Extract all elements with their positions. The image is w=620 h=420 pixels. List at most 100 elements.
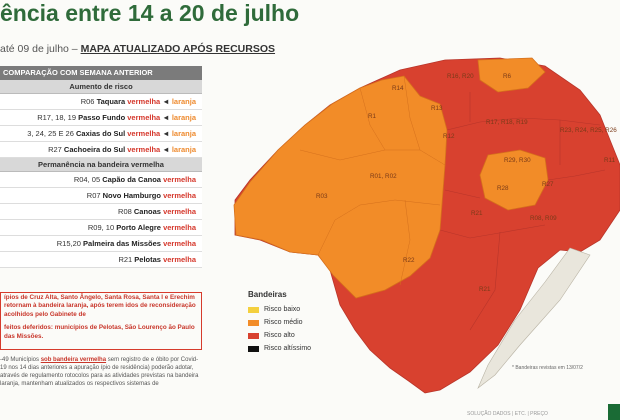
map-legend: Bandeiras Risco baixo Risco médio Risco al… bbox=[248, 290, 311, 355]
region-label: R11 bbox=[604, 157, 616, 164]
notice-box: ípios de Cruz Alta, Santo Ângelo, Santa … bbox=[0, 292, 202, 350]
section-keep-header: Permanência na bandeira vermelha bbox=[0, 158, 202, 172]
arrow-icon: ◄ bbox=[162, 113, 172, 122]
increase-row: R17, 18, 19 Passo Fundo vermelha ◄ laran… bbox=[0, 110, 202, 126]
row-name: Palmeira das Missões bbox=[83, 239, 164, 248]
legend-swatch bbox=[248, 306, 259, 313]
panel-header: COMPARAÇÃO COM SEMANA ANTERIOR bbox=[0, 66, 202, 80]
notice-text: ípios de Cruz Alta, Santo Ângelo, Santa … bbox=[4, 294, 196, 318]
row-regions: R04, 05 bbox=[73, 175, 103, 184]
keep-list: R04, 05 Capão da Canoa vermelha R07 Novo … bbox=[0, 172, 202, 268]
region-label: R22 bbox=[403, 257, 415, 264]
region-orange-north bbox=[477, 57, 546, 93]
bottom-caption: SOLUÇÃO DADOS | ETC. | PREÇO bbox=[467, 411, 548, 417]
row-flag: vermelha bbox=[163, 175, 196, 184]
row-flag: vermelha bbox=[163, 191, 196, 200]
row-from-flag: vermelha bbox=[127, 145, 163, 154]
arrow-icon: ◄ bbox=[162, 97, 172, 106]
legend-items: Risco baixo Risco médio Risco alto Risco al… bbox=[248, 303, 311, 355]
region-label: R14 bbox=[392, 85, 404, 92]
row-from-flag: vermelha bbox=[127, 129, 163, 138]
legend-label: Risco baixo bbox=[264, 306, 301, 313]
row-regions: 3, 24, 25 E 26 bbox=[27, 129, 76, 138]
comparison-panel: COMPARAÇÃO COM SEMANA ANTERIOR Aumento d… bbox=[0, 66, 202, 268]
row-name: Canoas bbox=[133, 207, 164, 216]
row-to-flag: laranja bbox=[171, 129, 196, 138]
legend-item: Risco altíssimo bbox=[248, 342, 311, 355]
keep-row: R15,20 Palmeira das Missões vermelha bbox=[0, 236, 202, 252]
region-orange-central bbox=[479, 149, 549, 211]
subtitle-prefix: até 09 de julho – bbox=[0, 43, 78, 55]
row-flag: vermelha bbox=[163, 239, 196, 248]
row-regions: R27 bbox=[48, 145, 64, 154]
row-regions: R17, 18, 19 bbox=[37, 113, 79, 122]
row-to-flag: laranja bbox=[171, 145, 196, 154]
legend-swatch bbox=[248, 319, 259, 326]
lagoon bbox=[477, 247, 591, 389]
section-increase-header: Aumento de risco bbox=[0, 80, 202, 94]
row-regions: R08 bbox=[118, 207, 134, 216]
keep-row: R07 Novo Hamburgo vermelha bbox=[0, 188, 202, 204]
footer-text: sem registro de e óbito por Covid-19 nos… bbox=[0, 357, 199, 387]
increase-row: 3, 24, 25 E 26 Caxias do Sul vermelha ◄ … bbox=[0, 126, 202, 142]
row-name: Capão da Canoa bbox=[102, 175, 164, 184]
row-regions: R15,20 bbox=[56, 239, 84, 248]
legend-label: Risco médio bbox=[264, 319, 303, 326]
map-regions bbox=[233, 57, 620, 394]
legend-item: Risco alto bbox=[248, 329, 311, 342]
legend-swatch bbox=[248, 345, 259, 352]
row-name: Cachoeira do Sul bbox=[63, 145, 128, 154]
legend-label: Risco altíssimo bbox=[264, 345, 312, 352]
increase-row: R27 Cachoeira do Sul vermelha ◄ laranja bbox=[0, 142, 202, 158]
region-label: R03 bbox=[316, 193, 328, 200]
footer-link[interactable]: sob bandeira vermelha bbox=[40, 357, 107, 363]
region-label: R12 bbox=[443, 133, 455, 140]
region-borders-orange bbox=[299, 75, 446, 286]
row-name: Novo Hamburgo bbox=[102, 191, 164, 200]
arrow-icon: ◄ bbox=[162, 145, 172, 154]
footer-note: -49 Municípios sob bandeira vermelha sem… bbox=[0, 356, 204, 406]
region-label: R23, R24, R25, R26 bbox=[560, 127, 617, 134]
row-name: Porto Alegre bbox=[116, 223, 164, 232]
row-name: Taquara bbox=[96, 97, 128, 106]
keep-row: R21 Pelotas vermelha bbox=[0, 252, 202, 268]
region-label: R28 bbox=[497, 185, 509, 192]
region-label: R16, R20 bbox=[447, 73, 474, 80]
increase-list: R06 Taquara vermelha ◄ laranja R17, 18, 1… bbox=[0, 94, 202, 158]
region-label: R21 bbox=[479, 286, 491, 293]
map-footnote: * Bandeiras revistas em 13/07/2 bbox=[512, 365, 583, 371]
region-label: R13 bbox=[431, 105, 443, 112]
map-label-layer: R14 R16, R20 R6 R13 R1 R17, R18, R19 R12 R23, R… bbox=[316, 73, 617, 293]
region-label: R01, R02 bbox=[370, 173, 397, 180]
region-borders bbox=[439, 92, 606, 331]
legend-item: Risco baixo bbox=[248, 303, 311, 316]
legend-item: Risco médio bbox=[248, 316, 311, 329]
row-from-flag: vermelha bbox=[127, 113, 163, 122]
legend-title: Bandeiras bbox=[248, 290, 287, 299]
row-regions: R06 bbox=[80, 97, 97, 106]
region-label: R27 bbox=[542, 181, 554, 188]
page-title: ência entre 14 a 20 de julho bbox=[0, 0, 300, 26]
row-flag: vermelha bbox=[163, 207, 196, 216]
row-to-flag: laranja bbox=[171, 113, 196, 122]
row-regions: R09, 10 bbox=[87, 223, 117, 232]
row-name: Pelotas bbox=[134, 255, 164, 264]
row-to-flag: laranja bbox=[171, 97, 196, 106]
keep-row: R08 Canoas vermelha bbox=[0, 204, 202, 220]
legend-swatch bbox=[248, 332, 259, 339]
arrow-icon: ◄ bbox=[162, 129, 172, 138]
region-label: R21 bbox=[471, 210, 483, 217]
notice-text-2: feitos deferidos: municípios de Pelotas,… bbox=[4, 324, 195, 340]
region-label: R29, R30 bbox=[504, 157, 531, 164]
keep-row: R04, 05 Capão da Canoa vermelha bbox=[0, 172, 202, 188]
row-regions: R07 bbox=[86, 191, 103, 200]
subtitle-link[interactable]: MAPA ATUALIZADO APÓS RECURSOS bbox=[80, 43, 276, 55]
region-orange-west bbox=[233, 75, 448, 299]
increase-row: R06 Taquara vermelha ◄ laranja bbox=[0, 94, 202, 110]
region-label: R1 bbox=[368, 113, 377, 120]
row-name: Caxias do Sul bbox=[75, 129, 128, 138]
region-label: R08, R09 bbox=[530, 215, 557, 222]
keep-row: R09, 10 Porto Alegre vermelha bbox=[0, 220, 202, 236]
page-subtitle: até 09 de julho – MAPA ATUALIZADO APÓS R… bbox=[0, 43, 275, 55]
